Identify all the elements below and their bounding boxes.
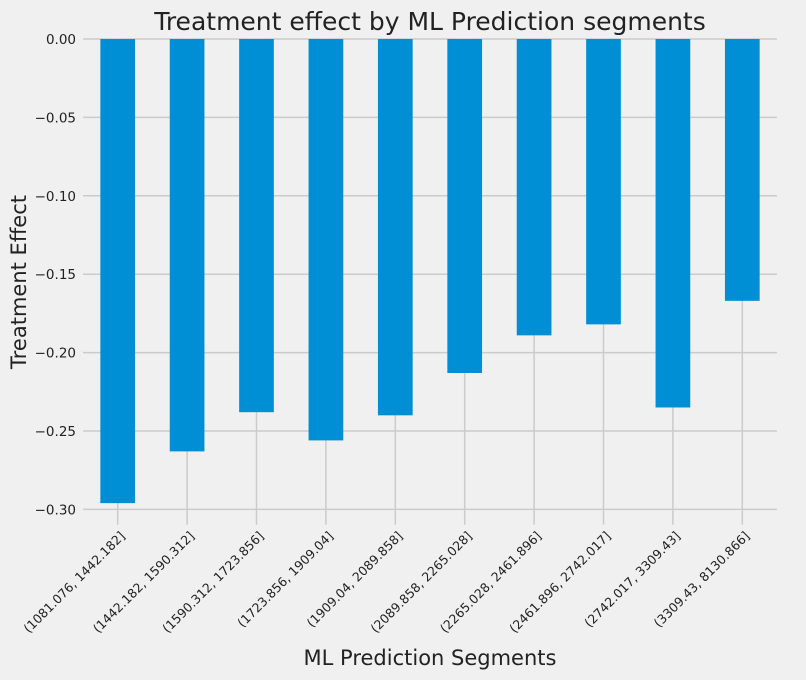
bar — [516, 39, 552, 336]
y-tick-label: 0.00 — [46, 32, 76, 48]
y-tick-label: −0.30 — [35, 502, 76, 518]
y-axis-ticks: 0.00 −0.05 −0.10 −0.15 −0.20 −0.25 −0.30 — [35, 32, 76, 518]
y-tick-label: −0.05 — [35, 110, 76, 126]
y-axis-label: Treatment Effect — [7, 195, 31, 370]
bar — [377, 39, 413, 416]
y-tick-label: −0.25 — [35, 424, 76, 440]
bar — [169, 39, 205, 452]
chart-title: Treatment effect by ML Prediction segmen… — [153, 7, 706, 36]
y-tick-label: −0.15 — [35, 267, 76, 283]
bar — [724, 39, 760, 301]
bar — [100, 39, 136, 504]
y-tick-label: −0.20 — [35, 346, 76, 362]
y-tick-label: −0.10 — [35, 189, 76, 205]
bars — [100, 39, 760, 504]
bar — [655, 39, 691, 408]
bar — [586, 39, 621, 325]
x-axis-label: ML Prediction Segments — [304, 646, 557, 670]
bar — [308, 39, 344, 441]
bar — [239, 39, 274, 413]
bar — [447, 39, 483, 373]
